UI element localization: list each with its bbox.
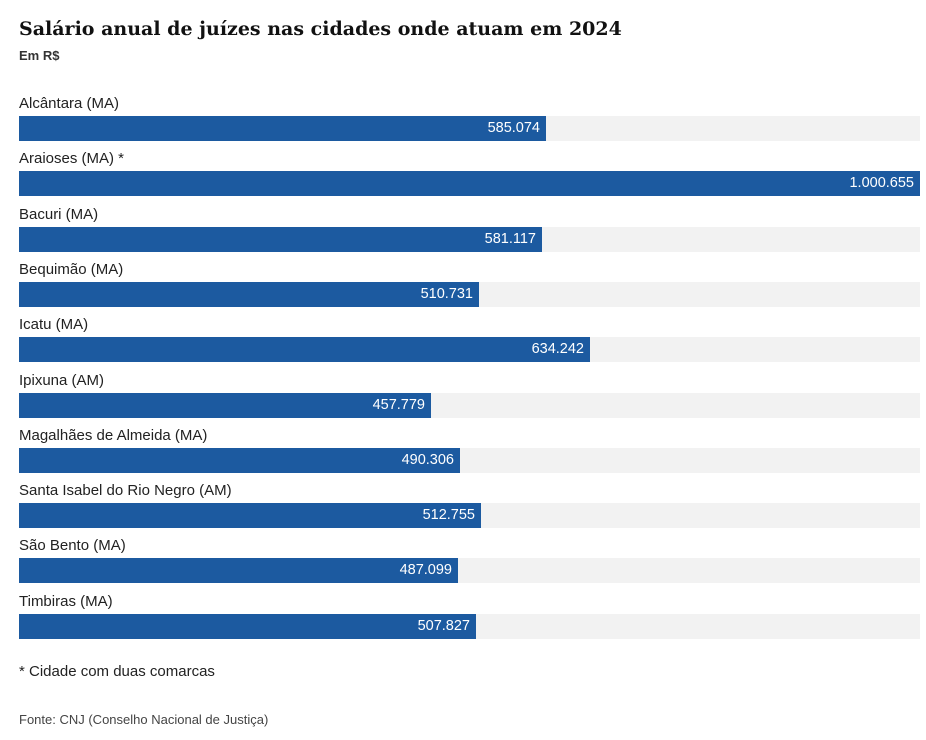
- chart-title: Salário anual de juízes nas cidades onde…: [19, 18, 622, 40]
- category-label: Magalhães de Almeida (MA): [19, 426, 208, 444]
- bar: 581.117: [19, 226, 542, 252]
- bar: 487.099: [19, 558, 458, 584]
- category-label: São Bento (MA): [19, 537, 126, 555]
- category-label: Bacuri (MA): [19, 205, 99, 223]
- bar-value-label: 585.074: [487, 120, 540, 136]
- chart-subtitle: Em R$: [19, 48, 60, 63]
- category-label: Timbiras (MA): [19, 592, 113, 610]
- category-label: Araioses (MA) *: [19, 150, 125, 168]
- bar-track: 512.755: [19, 503, 920, 529]
- bar-track: 457.779: [19, 392, 920, 418]
- bar-value-label: 581.117: [484, 230, 536, 247]
- source-note: Fonte: CNJ (Conselho Nacional de Justiça…: [19, 712, 269, 727]
- bar-track: 1.000.655: [19, 171, 920, 197]
- category-label: Santa Isabel do Rio Negro (AM): [19, 482, 232, 500]
- bar-track: 507.827: [19, 613, 920, 639]
- footnote: * Cidade com duas comarcas: [19, 663, 215, 680]
- bar-value-label: 512.755: [422, 507, 475, 524]
- bar-value-label: 510.731: [420, 285, 473, 302]
- bar-track: 510.731: [19, 281, 920, 307]
- bar-track: 490.306: [19, 447, 920, 473]
- bar: 490.306: [19, 447, 460, 473]
- category-label: Alcântara (MA): [19, 95, 120, 112]
- bar: 507.827: [19, 613, 476, 639]
- bar-track: 634.242: [19, 337, 920, 363]
- bar-chart: Alcântara (MA) 585.074 Araioses (MA) * 1.00…: [19, 95, 920, 639]
- bar: 585.074: [19, 116, 546, 141]
- bar-track: 585.074: [19, 116, 920, 141]
- bar-value-label: 487.099: [399, 562, 452, 579]
- bar: 634.242: [19, 337, 590, 363]
- category-label: Ipixuna (AM): [19, 371, 105, 389]
- category-label: Icatu (MA): [19, 316, 89, 334]
- bar-value-label: 507.827: [417, 617, 470, 634]
- bar: 457.779: [19, 392, 431, 418]
- bar: 1.000.655: [19, 171, 920, 197]
- bar-value-label: 634.242: [531, 341, 584, 358]
- bar-value-label: 1.000.655: [849, 175, 914, 192]
- bar: 512.755: [19, 503, 481, 529]
- bar-value-label: 457.779: [372, 396, 425, 413]
- bar-track: 581.117: [19, 226, 920, 252]
- bar: 510.731: [19, 281, 479, 307]
- category-label: Bequimão (MA): [19, 260, 124, 278]
- bar-track: 487.099: [19, 558, 920, 584]
- bar-value-label: 490.306: [401, 451, 454, 468]
